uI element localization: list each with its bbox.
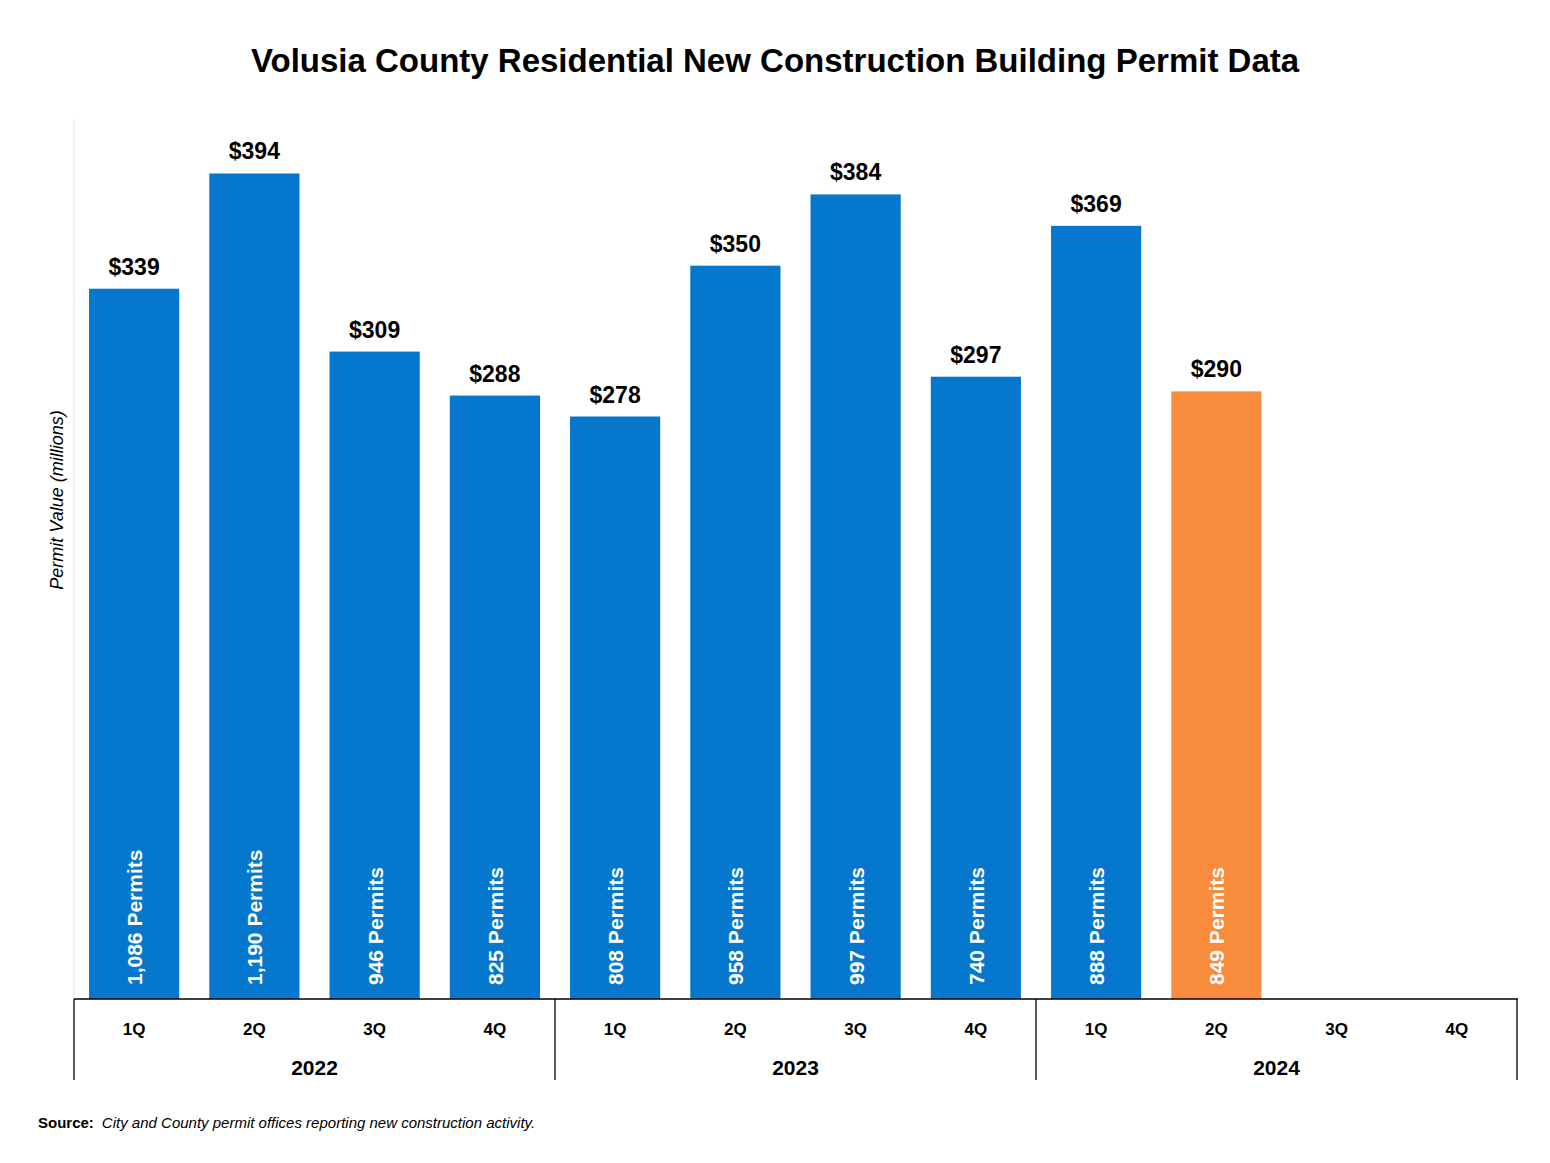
data-label: $297	[950, 342, 1001, 368]
bar	[690, 266, 780, 999]
bar	[570, 417, 660, 999]
data-label: $394	[229, 138, 280, 164]
permit-label: 997 Permits	[845, 867, 868, 985]
chart: Volusia County Residential New Construct…	[0, 0, 1550, 1163]
x-tick-label: 4Q	[1446, 1020, 1469, 1039]
permit-label: 958 Permits	[724, 867, 747, 985]
y-axis-label: Permit Value (millions)	[47, 410, 67, 589]
data-label: $350	[710, 231, 761, 257]
x-tick-label: 3Q	[844, 1020, 867, 1039]
x-tick-label: 4Q	[484, 1020, 507, 1039]
permit-label: 808 Permits	[604, 867, 627, 985]
x-tick-label: 3Q	[363, 1020, 386, 1039]
data-label: $384	[830, 159, 881, 185]
source: Source: City and County permit offices re…	[38, 1114, 535, 1131]
year-label: 2023	[772, 1056, 819, 1079]
bar	[1171, 391, 1261, 999]
permit-label: 825 Permits	[484, 867, 507, 985]
group-separator	[1516, 999, 1517, 1080]
x-tick-label: 3Q	[1325, 1020, 1348, 1039]
bar	[209, 173, 299, 999]
x-tick-label: 2Q	[1205, 1020, 1228, 1039]
x-axis: 1Q 2Q 3Q 4Q 1Q 2Q 3Q 4Q 1Q 2Q 3Q 4Q 2022 2023 2024	[74, 999, 1518, 1080]
x-tick-label: 2Q	[724, 1020, 747, 1039]
source-text: City and County permit offices reporting…	[102, 1114, 535, 1131]
x-tick-label: 1Q	[1085, 1020, 1108, 1039]
permit-label: 849 Permits	[1205, 867, 1228, 985]
bars	[89, 173, 1261, 999]
group-separator	[1035, 999, 1036, 1080]
year-label: 2024	[1253, 1056, 1300, 1079]
y-axis-line	[74, 119, 75, 999]
bar	[931, 377, 1021, 999]
x-tick-label: 2Q	[243, 1020, 266, 1039]
title: Volusia County Residential New Construct…	[251, 42, 1300, 79]
permit-label: 946 Permits	[364, 867, 387, 985]
data-label: $339	[109, 254, 160, 280]
bar	[330, 352, 420, 999]
permit-label: 1,190 Permits	[243, 850, 266, 985]
permit-label: 740 Permits	[965, 867, 988, 985]
source-label: Source:	[38, 1114, 94, 1131]
x-tick-label: 4Q	[965, 1020, 988, 1039]
bar	[811, 194, 901, 999]
data-label: $290	[1191, 356, 1242, 382]
data-label: $369	[1071, 191, 1122, 217]
x-tick-label: 1Q	[604, 1020, 627, 1039]
baseline	[74, 998, 1518, 1000]
data-label: $309	[349, 317, 400, 343]
year-label: 2022	[291, 1056, 338, 1079]
labels: $339 1,086 Permits $394 1,190 Permits $309 94…	[109, 138, 1242, 985]
data-label: $278	[590, 382, 641, 408]
group-separator	[554, 999, 555, 1080]
data-label: $288	[469, 361, 520, 387]
bar	[89, 289, 179, 999]
x-tick-label: 1Q	[123, 1020, 146, 1039]
group-separator	[73, 999, 74, 1080]
bar	[450, 396, 540, 999]
permit-label: 1,086 Permits	[123, 850, 146, 985]
bar	[1051, 226, 1141, 999]
permit-label: 888 Permits	[1085, 867, 1108, 985]
